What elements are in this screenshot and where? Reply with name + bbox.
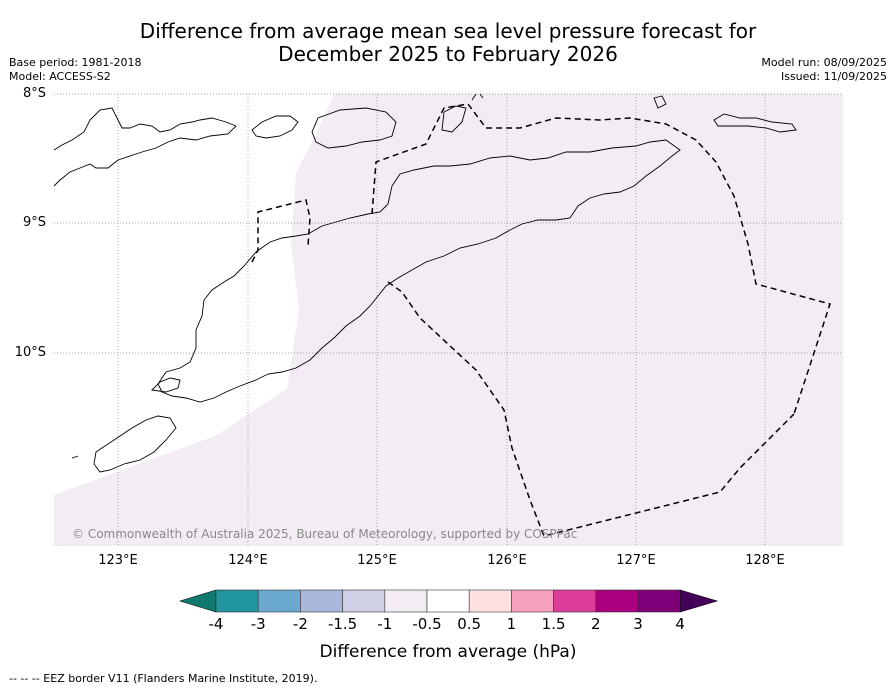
colorbar-tick-label: -2 <box>292 615 308 633</box>
lat-label-10s: 10°S <box>14 345 46 360</box>
lon-label-125e: 125°E <box>357 553 397 568</box>
colorbar-tick-label: -1 <box>377 615 393 633</box>
eez-footnote: -- -- -- EEZ border V11 (Flanders Marine… <box>9 672 318 685</box>
meta-left: Base period: 1981-2018 Model: ACCESS-S2 <box>9 56 141 84</box>
base-period: Base period: 1981-2018 <box>9 56 142 69</box>
colorbar-tick-label: -1.5 <box>327 615 358 633</box>
colorbar-tick-label: 2 <box>591 615 601 633</box>
colorbar-swatch <box>637 589 681 613</box>
colorbar <box>178 589 719 613</box>
colorbar-label: Difference from average (hPa) <box>319 642 577 662</box>
coastline-timor <box>157 139 681 403</box>
meta-right: Model run: 08/09/2025 Issued: 11/09/2025 <box>761 56 887 84</box>
map-title: Difference from average mean sea level p… <box>0 20 896 66</box>
lon-label-123e: 123°E <box>98 553 138 568</box>
colorbar-swatch <box>342 589 386 613</box>
coastline-north-islands <box>53 107 237 187</box>
colorbar-tick-label: 3 <box>633 615 643 633</box>
colorbar-swatch <box>511 589 554 613</box>
colorbar-swatch <box>595 589 639 613</box>
colorbar-arrow-high <box>679 589 719 613</box>
lon-label-124e: 124°E <box>228 553 268 568</box>
colorbar-swatch <box>257 589 301 613</box>
shaded-region <box>54 94 843 546</box>
eez-borders <box>251 103 831 537</box>
lat-label-9s: 9°S <box>22 215 46 230</box>
colorbar-tick-label: 0.5 <box>457 615 482 633</box>
colorbar-tick-label: 1.5 <box>541 615 566 633</box>
lon-label-126e: 126°E <box>487 553 527 568</box>
lat-label-8s: 8°S <box>22 86 46 101</box>
colorbar-tick-label: -3 <box>250 615 266 633</box>
colorbar-tick-label: -0.5 <box>412 615 442 633</box>
eez-north <box>371 103 831 415</box>
colorbar-swatch <box>215 589 259 613</box>
eez-south <box>387 281 795 537</box>
lon-label-128e: 128°E <box>745 553 785 568</box>
graticule <box>54 93 843 546</box>
coastline-wetar <box>311 107 397 149</box>
issued-date: Issued: 11/09/2025 <box>780 70 887 83</box>
colorbar-swatch <box>300 589 343 613</box>
colorbar-tick-label: 4 <box>675 615 685 633</box>
model-name: Model: ACCESS-S2 <box>9 70 111 83</box>
title-line-1: Difference from average mean sea level p… <box>139 19 757 43</box>
coastline-rote <box>151 377 181 393</box>
coastlines <box>53 93 797 473</box>
colorbar-tick-label: -4 <box>208 615 224 633</box>
colorbar-swatch <box>426 589 470 613</box>
coastline-islet-2 <box>713 113 797 133</box>
colorbar-swatch <box>468 589 512 613</box>
model-run: Model run: 08/09/2025 <box>761 56 887 69</box>
colorbar-tick-label: 1 <box>506 615 517 633</box>
coastline-sumba <box>71 415 177 473</box>
colorbar-swatch <box>384 589 428 613</box>
copyright-text: © Commonwealth of Australia 2025, Bureau… <box>72 527 578 541</box>
title-line-2: December 2025 to February 2026 <box>278 42 618 66</box>
eez-west <box>251 199 311 263</box>
coastline-islet-4 <box>471 93 484 101</box>
coastline-islet-3 <box>441 105 467 133</box>
coastline-islet-1 <box>653 95 667 109</box>
coastline-alor <box>251 115 299 139</box>
colorbar-arrow-low <box>178 589 217 613</box>
lon-label-127e: 127°E <box>616 553 656 568</box>
colorbar-swatch <box>553 589 597 613</box>
